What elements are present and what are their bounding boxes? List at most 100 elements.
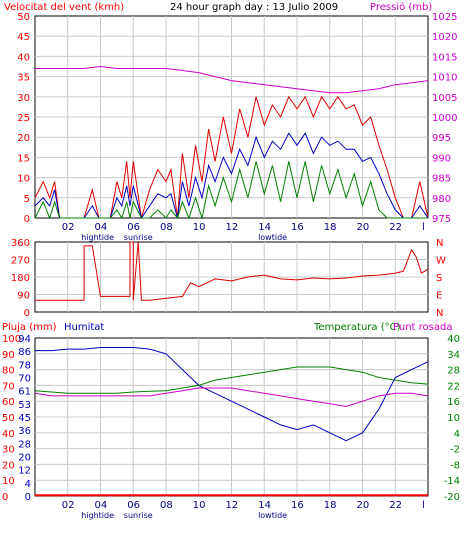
series-dewpoint — [34, 387, 429, 408]
rain-y-tick-label: 40 — [2, 429, 15, 440]
x-tick-label: 02 — [62, 500, 75, 511]
wind-y-tick-label: 40 — [17, 52, 30, 63]
x-tick-label: 04 — [95, 500, 108, 511]
humidity-y-tick-label: 20 — [18, 453, 31, 464]
pressure-y-tick-label: 975 — [432, 214, 451, 225]
wind-y-tick-label: 15 — [17, 153, 30, 164]
pressure-y-tick-label: 1000 — [432, 113, 457, 124]
temperature-y-tick-label: 16 — [447, 397, 460, 408]
x-tick-label: l — [422, 500, 425, 511]
compass-label: N — [436, 308, 443, 319]
humidity-y-tick-label: 86 — [18, 347, 31, 358]
wind-y-tick-label: 10 — [17, 174, 30, 185]
event-label-hightide: hightide — [81, 233, 114, 242]
direction-y-tick-label: 180 — [11, 273, 30, 284]
temperature-y-tick-label: 28 — [447, 366, 460, 377]
x-tick-label: 02 — [62, 222, 75, 233]
event-label-hightide: hightide — [81, 511, 114, 520]
compass-label: N — [436, 238, 443, 249]
wind-y-tick-label: 5 — [24, 194, 30, 205]
event-label-sunrise: sunrise — [124, 233, 153, 242]
dewpoint-legend: Punt rosada — [393, 322, 452, 333]
rain-y-tick-label: 30 — [2, 445, 15, 456]
rain-y-tick-label: 80 — [2, 366, 15, 377]
humidity-y-tick-label: 28 — [18, 439, 31, 450]
event-label-lowtide: lowtide — [258, 233, 287, 242]
pressure-y-tick-label: 985 — [432, 174, 451, 185]
humidity-y-tick-label: 94 — [18, 334, 31, 345]
rain-y-tick-label: 60 — [2, 397, 15, 408]
humidity-y-tick-label: 0 — [25, 492, 31, 503]
compass-label: W — [436, 256, 446, 267]
wind-y-tick-label: 35 — [17, 73, 30, 84]
temperature-y-tick-label: 34 — [447, 350, 460, 361]
rain-y-tick-label: 20 — [2, 460, 15, 471]
humidity-y-tick-label: 53 — [18, 400, 31, 411]
x-tick-label: 20 — [357, 222, 370, 233]
rain-y-tick-label: 10 — [2, 476, 15, 487]
pressure-y-tick-label: 995 — [432, 133, 451, 144]
pressure-y-tick-label: 990 — [432, 153, 451, 164]
x-tick-label: 16 — [291, 222, 304, 233]
pressure-y-tick-label: 1015 — [432, 52, 457, 63]
x-tick-label: 06 — [127, 500, 140, 511]
x-tick-label: 04 — [95, 222, 108, 233]
humidity-y-tick-label: 61 — [18, 387, 31, 398]
rain-y-tick-label: 50 — [2, 413, 15, 424]
x-tick-label: 18 — [324, 500, 337, 511]
x-tick-label: 08 — [160, 500, 173, 511]
temperature-legend: Temperatura (°C) — [313, 322, 401, 333]
temperature-y-tick-label: -2 — [450, 445, 460, 456]
rain-y-tick-label: 70 — [2, 381, 15, 392]
pressure-y-tick-label: 1025 — [432, 12, 457, 23]
x-tick-label: l — [422, 222, 425, 233]
humidity-y-tick-label: 45 — [18, 413, 31, 424]
x-tick-label: 20 — [357, 500, 370, 511]
temperature-y-tick-label: 40 — [447, 334, 460, 345]
humidity-y-tick-label: 4 — [25, 479, 31, 490]
x-tick-label: 06 — [127, 222, 140, 233]
x-tick-label: 08 — [160, 222, 173, 233]
wind-title: Velocitat del vent (kmh) — [4, 2, 124, 13]
compass-label: E — [436, 291, 442, 302]
series-pressure — [35, 65, 429, 94]
x-tick-label: 12 — [226, 222, 239, 233]
series-min — [34, 161, 428, 220]
temperature-y-tick-label: 10 — [447, 413, 460, 424]
series-temperature — [34, 366, 429, 394]
wind-y-tick-label: 25 — [17, 113, 30, 124]
x-tick-label: 22 — [389, 222, 402, 233]
direction-y-tick-label: 270 — [11, 256, 30, 267]
event-label-sunrise: sunrise — [124, 511, 153, 520]
rain-y-tick-label: 100 — [2, 334, 21, 345]
wind-panel: 0510152025303540455097598098599099510001… — [17, 12, 457, 242]
humidity-y-tick-label: 36 — [18, 426, 31, 437]
humidity-y-tick-label: 70 — [18, 374, 31, 385]
x-tick-label: 14 — [258, 222, 271, 233]
series-direction — [35, 241, 429, 301]
temperature-y-tick-label: -14 — [444, 476, 460, 487]
humidity-y-tick-label: 12 — [18, 466, 31, 477]
temperature-y-tick-label: 22 — [447, 381, 460, 392]
wind-y-tick-label: 20 — [17, 133, 30, 144]
wind-y-tick-label: 50 — [17, 12, 30, 23]
x-tick-label: 16 — [291, 500, 304, 511]
series-humidity — [35, 347, 429, 442]
x-tick-label: 10 — [193, 500, 206, 511]
x-tick-label: 18 — [324, 222, 337, 233]
x-tick-label: 14 — [258, 500, 271, 511]
graph-title: 24 hour graph day : 13 Julio 2009 — [170, 2, 338, 13]
temperature-y-tick-label: -20 — [444, 492, 460, 503]
wind-y-tick-label: 45 — [17, 32, 30, 43]
pressure-y-tick-label: 1010 — [432, 73, 457, 84]
pressure-title: Pressió (mb) — [370, 1, 432, 13]
temperature-panel: 0102030405060708090100041220283645536170… — [2, 334, 460, 520]
rain-y-tick-label: 90 — [2, 350, 15, 361]
humidity-legend: Humitat — [64, 322, 104, 333]
x-tick-label: 22 — [389, 500, 402, 511]
direction-y-tick-label: 360 — [11, 238, 30, 249]
x-tick-label: 12 — [226, 500, 239, 511]
wind-y-tick-label: 30 — [17, 93, 30, 104]
event-label-lowtide: lowtide — [258, 511, 287, 520]
